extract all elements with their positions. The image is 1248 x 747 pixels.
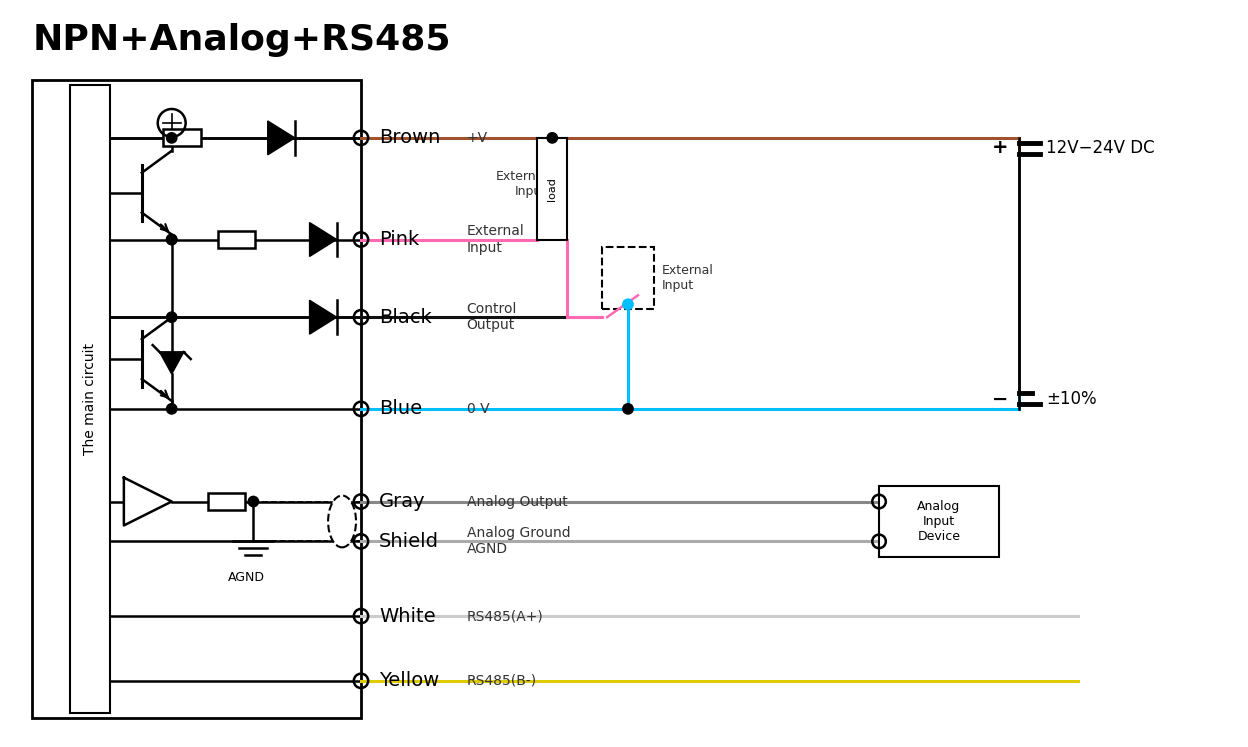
Text: RS485(A+): RS485(A+) [467,609,543,623]
Circle shape [623,299,633,309]
FancyBboxPatch shape [538,138,567,240]
Text: External
Input: External Input [661,264,714,292]
Text: Gray: Gray [379,492,426,511]
Circle shape [166,403,177,414]
Circle shape [623,403,633,414]
FancyBboxPatch shape [32,80,361,718]
Text: Black: Black [379,308,432,326]
Text: −: − [992,389,1008,409]
Text: The main circuit: The main circuit [84,343,97,455]
Text: 0 V: 0 V [467,402,489,416]
Text: +V: +V [467,131,488,145]
Text: Yellow: Yellow [379,672,439,690]
FancyBboxPatch shape [162,129,201,146]
Text: AGND: AGND [228,571,265,584]
Text: +: + [992,138,1008,158]
Text: ±10%: ±10% [1046,390,1097,408]
Text: Analog Ground
AGND: Analog Ground AGND [467,527,570,557]
Text: External
Input: External Input [467,224,524,255]
Text: Analog Output: Analog Output [467,495,568,509]
FancyBboxPatch shape [602,247,654,309]
FancyBboxPatch shape [207,493,246,510]
Text: NPN+Analog+RS485: NPN+Analog+RS485 [32,23,451,58]
Circle shape [166,235,177,245]
Circle shape [547,133,558,143]
FancyBboxPatch shape [70,85,110,713]
FancyBboxPatch shape [217,231,256,248]
FancyBboxPatch shape [879,486,998,557]
Polygon shape [310,223,337,256]
Text: Pink: Pink [379,230,419,249]
Circle shape [166,312,177,323]
Circle shape [248,496,258,506]
Text: Brown: Brown [379,128,441,147]
Text: RS485(B-): RS485(B-) [467,674,537,688]
Text: Shield: Shield [379,532,439,551]
Ellipse shape [328,495,356,548]
Text: External
Input: External Input [495,170,548,198]
Text: Blue: Blue [379,400,422,418]
Polygon shape [160,352,183,374]
Polygon shape [124,477,172,525]
Text: load: load [548,177,558,201]
Polygon shape [310,300,337,334]
Text: Control
Output: Control Output [467,302,517,332]
Text: 12V−24V DC: 12V−24V DC [1046,139,1156,157]
Polygon shape [268,121,295,155]
Circle shape [166,133,177,143]
Text: White: White [379,607,436,625]
Text: Analog
Input
Device: Analog Input Device [917,500,961,543]
Circle shape [166,235,177,245]
